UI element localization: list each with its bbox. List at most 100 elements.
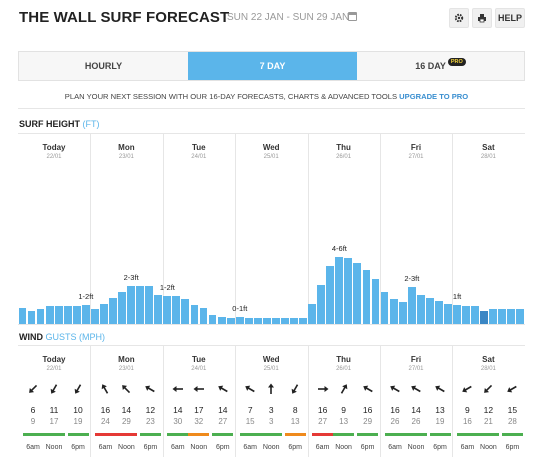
- surf-bar[interactable]: [371, 279, 380, 324]
- wind-speed: 16: [362, 405, 373, 415]
- surf-bar[interactable]: [416, 295, 425, 324]
- surf-bar[interactable]: [480, 311, 489, 324]
- surf-bar[interactable]: [208, 315, 217, 324]
- time-label: 6am: [460, 444, 475, 451]
- surf-bar[interactable]: [362, 270, 371, 324]
- surf-bar[interactable]: [299, 318, 307, 324]
- surf-bar[interactable]: [199, 308, 208, 324]
- upgrade-link[interactable]: UPGRADE TO PRO: [399, 92, 469, 101]
- surf-bar[interactable]: [453, 305, 461, 324]
- surf-bar[interactable]: [163, 296, 172, 324]
- surf-bar[interactable]: [154, 295, 163, 324]
- surf-bar[interactable]: [434, 301, 443, 324]
- surf-bar[interactable]: [498, 309, 507, 324]
- print-button[interactable]: [472, 8, 492, 28]
- wind-speed: 9: [341, 405, 346, 415]
- surf-bar[interactable]: [36, 309, 45, 324]
- day-divider: [90, 133, 92, 324]
- day-date: 23/01: [118, 154, 134, 160]
- day-date: 28/01: [480, 154, 496, 160]
- surf-bar[interactable]: [118, 292, 126, 324]
- wind-gust: 27: [218, 417, 228, 426]
- surf-bar[interactable]: [344, 258, 353, 324]
- day-name: Thu: [336, 355, 351, 364]
- surf-bar[interactable]: [226, 318, 235, 324]
- surf-bar[interactable]: [27, 311, 36, 324]
- wind-gust: 29: [363, 417, 373, 426]
- wind-speed: 12: [145, 405, 156, 415]
- surf-bar[interactable]: [389, 299, 398, 324]
- surf-bar[interactable]: [290, 318, 298, 324]
- surf-bar[interactable]: [425, 298, 434, 324]
- wind-speed: 7: [247, 405, 253, 415]
- day-name: Today: [42, 355, 66, 364]
- surf-bar[interactable]: [72, 306, 81, 324]
- wave-height-label: 2-3ft: [404, 274, 420, 283]
- surf-bar[interactable]: [190, 305, 199, 324]
- surf-bar[interactable]: [462, 306, 470, 324]
- wind-speed: 14: [218, 405, 228, 415]
- surf-bar[interactable]: [81, 305, 90, 324]
- tab-hourly[interactable]: HOURLY: [19, 52, 188, 80]
- calendar-icon[interactable]: [348, 12, 357, 21]
- time-label: 6am: [26, 444, 40, 451]
- settings-button[interactable]: [449, 8, 469, 28]
- wind-gust: 29: [121, 417, 131, 426]
- surf-bar[interactable]: [471, 306, 480, 324]
- time-label: 6pm: [71, 444, 85, 451]
- time-label: Noon: [407, 444, 425, 451]
- surf-bar[interactable]: [99, 304, 108, 324]
- time-label: 6am: [388, 444, 402, 451]
- surf-bar[interactable]: [353, 263, 362, 324]
- day-date: 26/01: [336, 366, 352, 372]
- surf-bar[interactable]: [172, 296, 181, 324]
- wind-speed: 16: [317, 405, 328, 415]
- wind-rating-bar: [384, 433, 406, 436]
- promo-text: PLAN YOUR NEXT SESSION WITH OUR 16-DAY F…: [64, 92, 400, 101]
- surf-bar[interactable]: [489, 309, 498, 324]
- surf-bar[interactable]: [18, 308, 27, 324]
- surf-bar[interactable]: [54, 306, 63, 324]
- surf-bar[interactable]: [127, 286, 135, 324]
- surf-bar[interactable]: [308, 304, 317, 324]
- surf-bar[interactable]: [407, 287, 416, 324]
- surf-bar[interactable]: [281, 318, 289, 324]
- surf-bar[interactable]: [326, 266, 335, 324]
- surf-bar[interactable]: [516, 309, 525, 324]
- surf-bar[interactable]: [272, 318, 280, 324]
- surf-bar[interactable]: [217, 317, 226, 324]
- tab-16-day[interactable]: 16 DAY PRO: [357, 52, 524, 80]
- wind-gust: 27: [318, 417, 328, 426]
- forecast-tabs: HOURLY 7 DAY 16 DAY PRO: [18, 51, 525, 81]
- surf-bar[interactable]: [244, 318, 253, 324]
- day-divider: [452, 345, 454, 457]
- surf-bar[interactable]: [181, 299, 190, 324]
- surf-bar[interactable]: [63, 306, 72, 324]
- tab-7-day[interactable]: 7 DAY: [188, 52, 357, 80]
- wind-rating-bar: [115, 433, 137, 436]
- surf-bar[interactable]: [253, 318, 262, 324]
- wind-speed: 14: [411, 405, 421, 415]
- surf-bar[interactable]: [136, 286, 145, 324]
- wind-gust: 28: [507, 417, 517, 426]
- help-button[interactable]: HELP: [495, 8, 525, 28]
- surf-bar[interactable]: [380, 292, 389, 324]
- time-label: Noon: [262, 444, 280, 451]
- surf-bar[interactable]: [335, 257, 344, 324]
- day-name: Tue: [191, 143, 206, 152]
- surf-bar[interactable]: [398, 302, 407, 324]
- day-name: Fri: [410, 355, 422, 364]
- surf-bar[interactable]: [262, 318, 271, 324]
- surf-bar[interactable]: [507, 309, 516, 324]
- surf-bar[interactable]: [109, 298, 117, 324]
- surf-bar[interactable]: [444, 304, 452, 324]
- tab-16-day-label: 16 DAY: [415, 61, 446, 71]
- wind-direction-arrow-icon: [317, 386, 329, 392]
- surf-bar[interactable]: [235, 317, 244, 324]
- surf-bar[interactable]: [145, 286, 154, 324]
- wind-direction-arrow-icon: [435, 385, 445, 393]
- surf-bar[interactable]: [90, 309, 99, 324]
- wind-gust: 16: [462, 417, 472, 426]
- surf-bar[interactable]: [317, 285, 326, 324]
- surf-bar[interactable]: [45, 306, 54, 324]
